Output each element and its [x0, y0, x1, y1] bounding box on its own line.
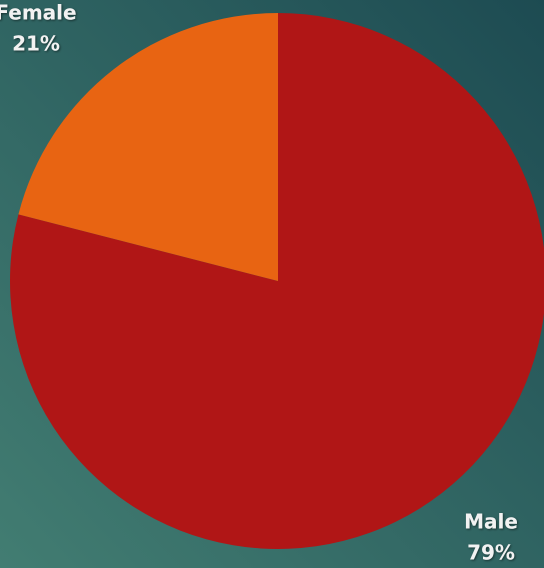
labels: Female 21% Male 79%	[0, 1, 518, 565]
slice-label: Male	[464, 510, 518, 534]
pie	[10, 13, 544, 549]
pie-slice	[10, 13, 544, 549]
pie-slice	[18, 13, 279, 281]
slice-value-label: 79%	[467, 541, 515, 565]
slice-value-label: 21%	[12, 32, 60, 56]
slice-label: Female	[0, 1, 77, 25]
